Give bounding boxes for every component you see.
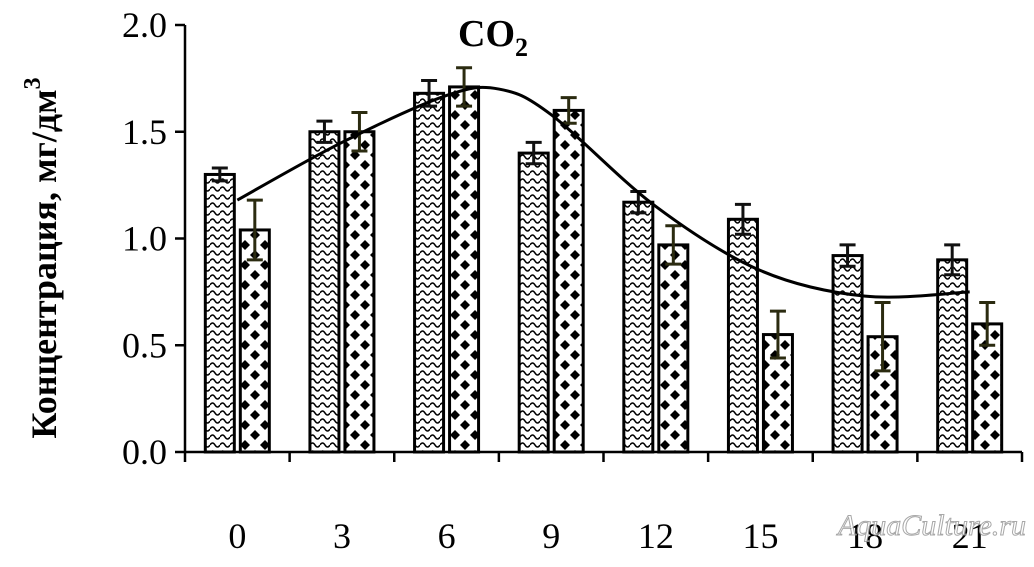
error-bar-series2-15: [769, 309, 786, 360]
error-bar-series1-18: [839, 243, 856, 268]
x-tick-label: 18: [847, 516, 883, 556]
bar-series1-9: [517, 151, 550, 454]
y-axis-label: Концентрация, мг/дм3: [20, 77, 64, 438]
y-axis-label-superscript: 3: [20, 77, 46, 89]
bar-series1-6: [413, 91, 446, 454]
chart-title: CO2: [458, 13, 528, 62]
bar-series1-0: [203, 172, 236, 454]
x-tick-label: 15: [742, 516, 778, 556]
error-bar-series1-3: [316, 119, 333, 144]
error-bar-series1-21: [944, 243, 961, 277]
trend-line: [236, 85, 970, 299]
error-bar-series1-15: [734, 202, 751, 236]
x-tick-label: 21: [952, 516, 988, 556]
bar-series1-15: [726, 217, 759, 454]
error-bar-series2-3: [351, 111, 368, 153]
error-bar-series1-9: [525, 140, 542, 166]
x-tick-label: 6: [438, 516, 456, 556]
x-tick-label: 3: [333, 516, 351, 556]
error-bars-layer: [211, 66, 996, 373]
bar-series1-12: [622, 200, 655, 454]
x-ticks: 0 3 6 9 12 15 18 21: [183, 452, 1024, 556]
error-bar-series2-0: [246, 198, 263, 262]
bar-series2-12: [657, 243, 690, 454]
y-tick-label: 1.5: [122, 112, 167, 152]
bar-series2-0: [238, 228, 271, 454]
y-ticks: 0.0 0.5 1.0 1.5 2.0: [122, 5, 185, 472]
y-tick-label: 2.0: [122, 5, 167, 45]
bar-series1-18: [831, 254, 864, 454]
x-tick-label: 0: [228, 516, 246, 556]
bar-series2-9: [552, 108, 585, 454]
bar-series1-3: [308, 130, 341, 454]
bar-series2-6: [448, 85, 481, 454]
watermark: AquaCulture.ru: [836, 509, 1026, 542]
error-bar-series2-21: [979, 301, 996, 347]
x-tick-label: 9: [542, 516, 560, 556]
x-tick-label: 12: [638, 516, 674, 556]
chart-title-subscript: 2: [515, 33, 528, 62]
y-tick-label: 0.0: [122, 432, 167, 472]
bar-series2-3: [343, 130, 376, 454]
y-axis-label-text: Концентрация, мг/дм: [24, 89, 64, 438]
error-bar-series2-18: [874, 301, 891, 373]
y-tick-label: 0.5: [122, 325, 167, 365]
y-tick-label: 1.0: [122, 219, 167, 259]
error-bar-series2-12: [665, 224, 682, 266]
chart-title-main: CO: [458, 13, 515, 55]
error-bar-series1-0: [211, 166, 228, 183]
bar-series1-21: [936, 258, 969, 454]
error-bar-series2-6: [456, 66, 473, 108]
